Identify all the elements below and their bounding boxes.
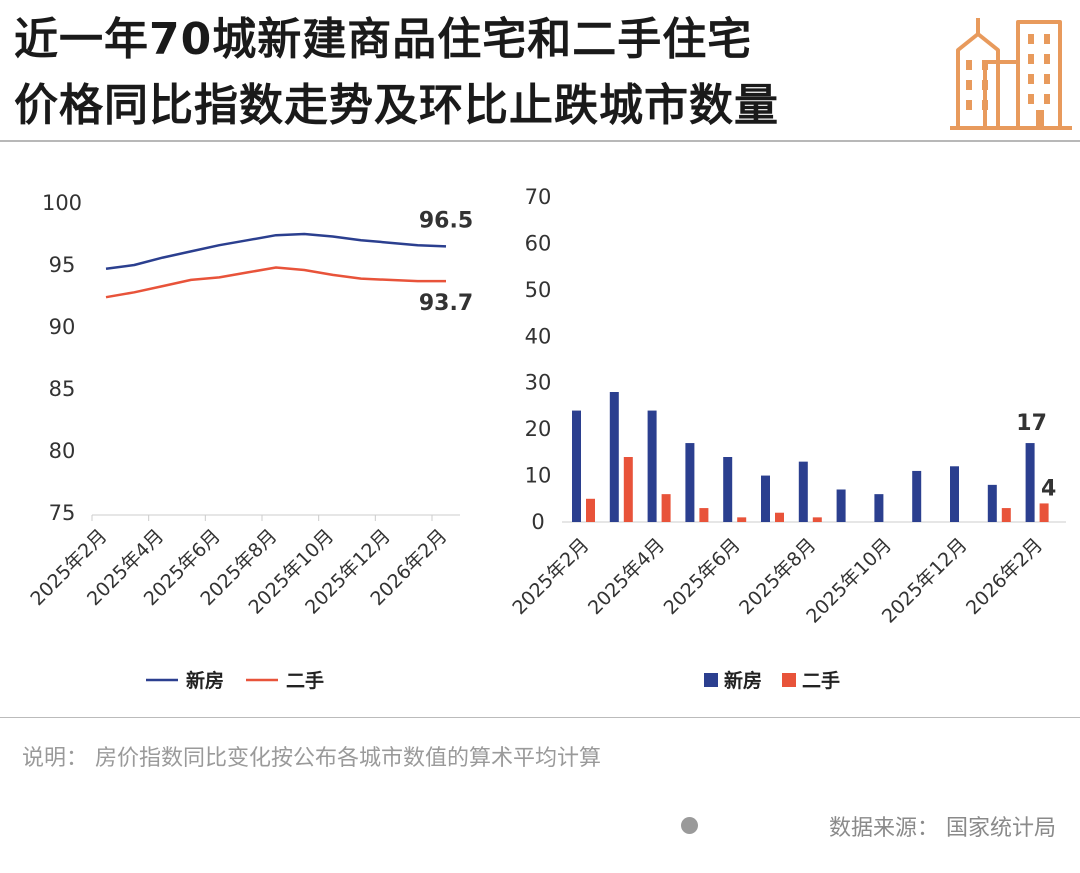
bar-x-tick-label: 2025年2月 <box>508 534 593 619</box>
line-y-tick-label: 75 <box>49 501 76 525</box>
new-house-bar <box>723 457 733 522</box>
new-house-line <box>105 232 447 270</box>
chart-title-line1: 近一年70城新建商品住宅和二手住宅 <box>14 14 753 65</box>
bar-y-tick-label: 30 <box>525 371 552 395</box>
title-divider <box>0 140 1080 142</box>
data-source: 数据来源： 国家统计局 <box>829 816 1056 841</box>
bar-y-tick-label: 10 <box>525 464 552 488</box>
new-house-bar <box>836 489 846 522</box>
decor-dot <box>681 817 698 834</box>
bar-x-tick-label: 2025年4月 <box>584 534 669 619</box>
bar-x-tick-label: 2025年6月 <box>660 534 745 619</box>
new-house-bar <box>1025 443 1035 522</box>
bar-legend-new-house-swatch <box>704 673 718 687</box>
bar-y-tick-label: 50 <box>525 278 552 302</box>
new-house-bar <box>572 410 581 522</box>
chart-title-line2: 价格同比指数走势及环比止跌城市数量 <box>14 80 779 131</box>
bar-y-tick-label: 40 <box>525 324 552 348</box>
second-hand-bar <box>586 498 595 522</box>
new-house-bar <box>798 461 808 522</box>
buildings-icon <box>950 18 1072 130</box>
new-house-bar <box>874 494 884 522</box>
footer-divider <box>0 717 1080 718</box>
new-house-bar <box>912 470 922 522</box>
second-hand-bar <box>737 517 747 522</box>
bar-y-tick-label: 0 <box>531 510 544 534</box>
new-house-bar <box>685 443 695 522</box>
new-house-bar <box>609 392 619 522</box>
line-y-tick-label: 90 <box>49 315 76 339</box>
second-hand-bar <box>812 517 822 522</box>
new-house-bar <box>761 475 770 522</box>
second-hand-bar <box>661 494 671 522</box>
second-hand-bar-end-label: 4 <box>1041 476 1056 501</box>
line-y-tick-label: 95 <box>49 253 76 277</box>
second-hand-bar <box>1039 503 1049 522</box>
second-hand-bar <box>775 512 784 522</box>
legend-second-hand-label: 二手 <box>286 669 324 692</box>
line-y-tick-label: 100 <box>42 191 82 215</box>
chart-note: 说明： 房价指数同比变化按公布各城市数值的算术平均计算 <box>22 746 601 771</box>
bar-y-tick-label: 60 <box>525 231 552 255</box>
second-hand-bar <box>1001 508 1011 522</box>
bar-legend-second-hand-swatch <box>782 673 796 687</box>
second-hand-bar <box>623 457 633 522</box>
line-y-tick-label: 80 <box>49 439 76 463</box>
line-y-tick-label: 85 <box>49 377 76 401</box>
new-house-bar-end-label: 17 <box>1016 411 1047 436</box>
new-house-end-label: 96.5 <box>419 208 473 233</box>
second-hand-end-label: 93.7 <box>419 291 473 316</box>
legend-new-house-label: 新房 <box>186 669 224 692</box>
bar-y-tick-label: 20 <box>525 417 552 441</box>
new-house-bar <box>647 410 657 522</box>
second-hand-line <box>105 266 446 299</box>
new-house-bar <box>950 466 959 522</box>
bar-y-tick-label: 70 <box>525 185 552 209</box>
bar-x-tick-label: 2026年2月 <box>962 534 1047 619</box>
new-house-bar <box>987 484 997 522</box>
bar-legend-new-house-label: 新房 <box>724 669 762 692</box>
second-hand-bar <box>699 508 709 522</box>
bar-legend-second-hand-label: 二手 <box>802 669 840 692</box>
